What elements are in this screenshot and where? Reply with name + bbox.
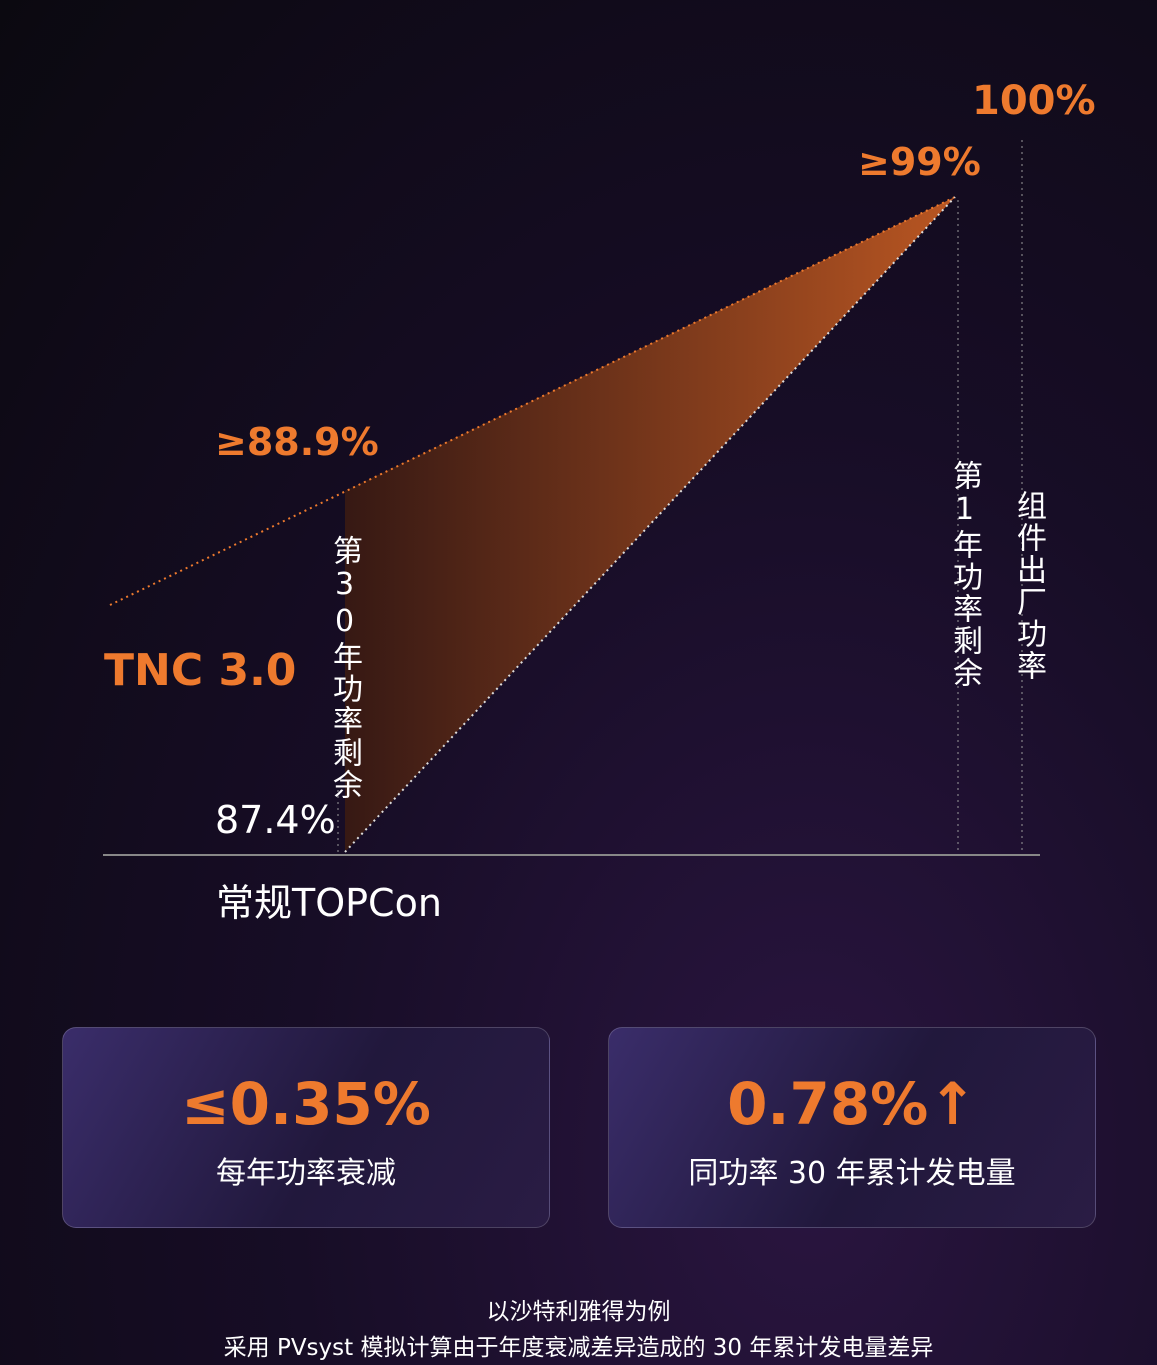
series-name: 常规TOPCon	[216, 881, 442, 925]
label: 87.4%	[215, 798, 336, 842]
diagram	[103, 140, 1040, 856]
tnc-line	[109, 196, 956, 606]
series-name: TNC 3.0	[104, 645, 297, 696]
card: ≤0.35% 每年功率衰减	[62, 1027, 550, 1228]
caption: 组件出厂功率	[1011, 490, 1046, 682]
footnote: 以沙特利雅得为例	[486, 1299, 671, 1325]
card-label: 同功率 30 年累计发电量	[688, 1156, 1016, 1191]
caption: 第30年功率剩余	[327, 535, 362, 801]
card-value: ≤0.35%	[181, 1070, 431, 1138]
gap-area	[345, 197, 955, 852]
label: ≥88.9%	[215, 420, 379, 464]
card-value: 0.78%↑	[727, 1070, 977, 1138]
footnote: 采用 PVsyst 模拟计算由于年度衰减差异造成的 30 年累计发电量差异	[223, 1335, 934, 1361]
topcon-line	[344, 196, 956, 853]
caption: 第1年功率剩余	[947, 460, 982, 689]
label: 100%	[972, 78, 1096, 124]
card: 0.78%↑ 同功率 30 年累计发电量	[608, 1027, 1096, 1228]
label: ≥99%	[858, 140, 981, 184]
card-label: 每年功率衰减	[216, 1156, 396, 1191]
